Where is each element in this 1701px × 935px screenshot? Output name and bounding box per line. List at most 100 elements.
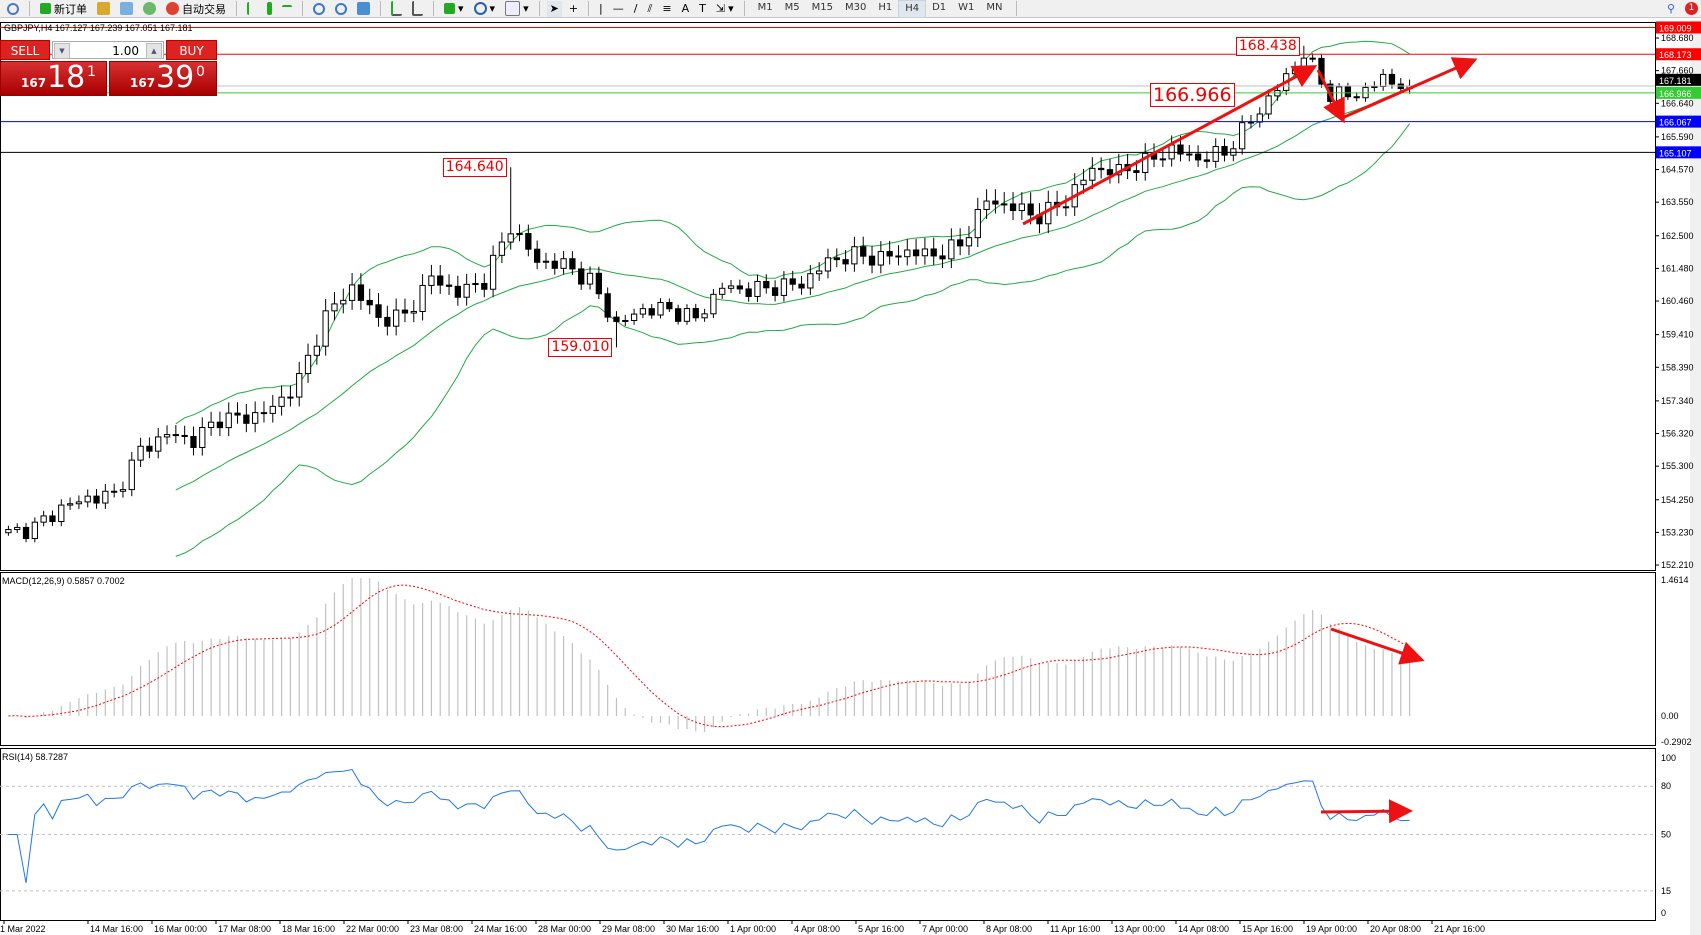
candle-body — [1080, 179, 1087, 186]
chart-shift-button[interactable] — [388, 1, 405, 17]
candle-body — [1159, 158, 1166, 161]
trendline-button[interactable]: / — [631, 1, 641, 17]
candle — [780, 271, 788, 302]
sell-price[interactable]: 167 18 1 — [0, 60, 107, 96]
candle-body — [1239, 122, 1246, 150]
candle — [895, 245, 902, 266]
tile-windows-button[interactable] — [354, 1, 373, 17]
candle-body — [525, 233, 532, 250]
timeframe-m1[interactable]: M1 — [757, 1, 773, 13]
timeframe-w1[interactable]: W1 — [958, 1, 975, 13]
candle-body — [437, 275, 444, 286]
search-button[interactable] — [4, 1, 22, 17]
candle-body — [877, 251, 884, 266]
timeframe-m15[interactable]: M15 — [811, 1, 833, 13]
price-label-annotation[interactable]: 159.010 — [548, 338, 613, 358]
timeframe-h4[interactable]: H4 — [898, 0, 927, 18]
candle-body — [1335, 86, 1343, 102]
candle — [31, 517, 38, 543]
x-tick-label: 24 Mar 16:00 — [474, 924, 527, 934]
new-order-button[interactable]: 新订单 — [37, 1, 90, 17]
lot-increase-button[interactable]: ▲ — [146, 43, 162, 59]
candle-body — [234, 412, 241, 416]
candle — [578, 261, 585, 290]
candlestick-button[interactable] — [264, 1, 275, 17]
sell-button[interactable]: SELL — [0, 40, 50, 60]
market-watch-button[interactable] — [94, 1, 113, 17]
lot-decrease-button[interactable]: ▼ — [54, 43, 70, 59]
macd-arrow[interactable] — [1330, 627, 1425, 665]
price-label-annotation[interactable]: 168.438 — [1235, 36, 1300, 56]
price-label-annotation[interactable]: 166.966 — [1150, 83, 1235, 107]
candle-body — [842, 259, 849, 265]
timeframe-mn[interactable]: MN — [986, 1, 1003, 13]
candle-body — [992, 200, 999, 205]
pullback-arrow[interactable] — [1316, 69, 1345, 124]
candle-body — [481, 283, 488, 290]
symbol-header: GBPJPY,H4 167.127 167.239 167.051 167.18… — [4, 23, 193, 33]
crosshair-button[interactable]: + — [566, 1, 581, 17]
candle — [595, 266, 602, 300]
timeframe-m5[interactable]: M5 — [784, 1, 800, 13]
candle-body — [1177, 144, 1184, 155]
trend-arrow-forecast[interactable] — [1341, 57, 1478, 120]
candle-body — [366, 299, 373, 306]
candle-body — [675, 308, 682, 322]
candle-body — [472, 283, 479, 286]
candle — [613, 311, 620, 348]
signals-button[interactable] — [140, 1, 159, 17]
notifications-button[interactable]: 1 — [1682, 1, 1701, 17]
candle — [22, 522, 30, 543]
candle-body — [199, 427, 206, 448]
bollinger-mid — [175, 88, 1410, 491]
line-chart-button[interactable] — [279, 1, 295, 17]
candle-body — [639, 308, 647, 315]
candle-body — [463, 283, 470, 298]
horizontal-line-button[interactable]: — — [610, 1, 627, 17]
rsi-arrow[interactable] — [1320, 799, 1413, 824]
timeframe-m30[interactable]: M30 — [844, 1, 867, 13]
candle-body — [489, 254, 497, 290]
buy-price[interactable]: 167 39 0 — [109, 60, 217, 96]
candles — [5, 45, 1413, 543]
arrows-button[interactable]: ⇲ ▾ — [715, 2, 734, 15]
timeframe-h1[interactable]: H1 — [878, 1, 893, 13]
x-tick-label: 20 Apr 08:00 — [1370, 924, 1421, 934]
search-button-right[interactable]: ⚲ — [1664, 1, 1678, 17]
candle — [957, 228, 964, 256]
candle — [771, 280, 779, 302]
buy-button[interactable]: BUY — [166, 40, 217, 60]
cursor-button[interactable]: ➤ — [546, 0, 562, 17]
x-tick-label: 1 Apr 00:00 — [730, 924, 776, 934]
y-tick-label: 163.550 — [1661, 197, 1694, 207]
candle-body — [1256, 113, 1263, 123]
text-label-button[interactable]: T — [696, 1, 709, 17]
horizontal-line-icon: — — [612, 2, 624, 15]
periods-button[interactable]: ▾ — [471, 1, 499, 17]
equidistant-channel-button[interactable]: ⫽ — [644, 1, 655, 17]
x-tick-label: 21 Apr 16:00 — [1434, 924, 1485, 934]
navigator-button[interactable] — [117, 1, 136, 17]
indicators-button[interactable]: ▾ — [441, 1, 467, 17]
timeframe-d1[interactable]: D1 — [932, 1, 947, 13]
x-tick-label: 18 Mar 16:00 — [282, 924, 335, 934]
zoom-out-button[interactable] — [332, 1, 350, 17]
zoom-in-button[interactable] — [310, 1, 328, 17]
fibonacci-button[interactable]: ≡ — [659, 1, 674, 17]
vertical-line-button[interactable]: | — [596, 1, 606, 17]
autoscroll-button[interactable] — [409, 1, 426, 17]
text-button[interactable]: A — [679, 1, 693, 17]
trend-arrow-up[interactable] — [1022, 65, 1318, 226]
candle — [1212, 138, 1219, 168]
candle — [833, 248, 840, 268]
bar-chart-button[interactable] — [244, 1, 260, 17]
lot-size-input[interactable]: ▼ 1.00 ▲ — [52, 41, 164, 59]
x-tick-label: 17 Mar 08:00 — [218, 924, 271, 934]
price-label-annotation[interactable]: 164.640 — [442, 158, 507, 178]
templates-button[interactable]: ▾ — [502, 1, 532, 17]
zoom-out-icon — [335, 2, 347, 15]
candle — [1009, 192, 1017, 221]
auto-trading-button[interactable]: 自动交易 — [163, 1, 229, 17]
candle-body — [102, 490, 109, 504]
